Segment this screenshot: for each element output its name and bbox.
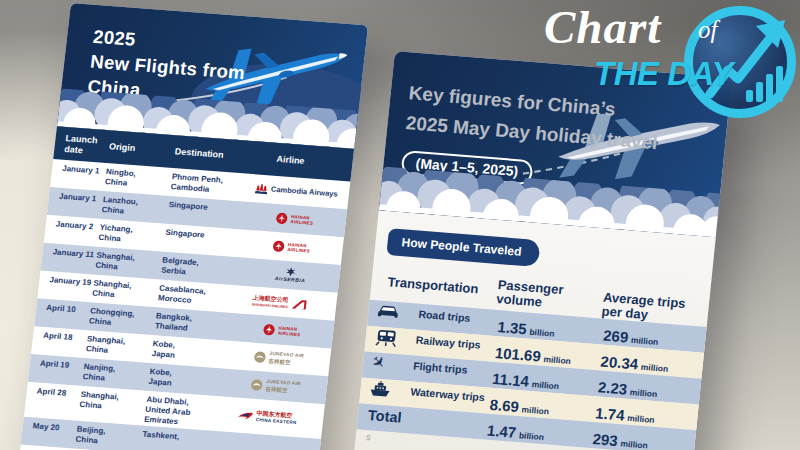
cell-origin: Beijing, China	[75, 421, 144, 450]
flights-table-body: January 1 Ningbo, China Phnom Penh, Camb…	[21, 159, 351, 450]
hainan-airlines-icon	[272, 240, 285, 253]
train-icon	[373, 328, 399, 347]
col-destination: Destination	[174, 147, 259, 164]
new-flights-header: 2025 New Flights from China	[57, 3, 368, 149]
airline-name: HAINAN AIRLINES	[277, 325, 301, 337]
cell-date: April 10	[44, 299, 91, 330]
new-flights-card: 2025 New Flights from China Launch date …	[1, 3, 368, 450]
cell-origin: Shanghai, China	[78, 386, 148, 426]
shanghai-airlines-icon	[291, 297, 308, 310]
col-passenger-volume: Passenger volume	[496, 278, 564, 311]
cell-date: January 1	[57, 188, 104, 219]
airline-subname: 吉祥航空	[268, 357, 291, 366]
stage: 2025 New Flights from China Launch date …	[0, 0, 800, 450]
may-day-body: How People Traveled Transportation Passe…	[342, 210, 715, 450]
row-label: Railway trips	[415, 334, 481, 351]
cell-date: January 11	[50, 243, 97, 274]
plane-icon: ✈	[368, 352, 389, 373]
hainan-airlines-icon	[275, 212, 288, 225]
cambodia-airways-icon	[254, 182, 268, 195]
juneyao-air-icon	[253, 351, 266, 364]
cell-date: April 18	[41, 327, 88, 358]
col-launch-date: Launch date	[64, 133, 110, 157]
airline-subname: 吉祥航空	[265, 385, 288, 394]
total-label: Total	[367, 407, 402, 426]
ship-icon	[368, 380, 393, 399]
logo-of-word: of	[698, 16, 717, 44]
logo-chart-word: Chart	[544, 0, 661, 54]
passenger-volume-value: 1.47billion	[486, 422, 545, 445]
row-label: Road trips	[418, 308, 471, 324]
cell-date: January 19	[47, 271, 94, 302]
section-badge: How People Traveled	[386, 228, 540, 267]
average-trips-value: 293million	[592, 430, 649, 450]
airline-name: HAINAN AIRLINES	[290, 214, 314, 226]
cell-date: April 28	[34, 383, 82, 421]
col-airline: Airline	[258, 153, 353, 170]
cell-date: January 1	[60, 160, 107, 191]
source-hint: S	[365, 434, 370, 441]
airline-name: AirSERBIA	[275, 275, 306, 284]
car-icon	[376, 302, 401, 320]
row-label: Waterway trips	[410, 385, 485, 403]
logo-the-day-word: THE DAY	[594, 55, 733, 93]
chart-of-the-day-logo: Chart of THE DAY	[538, 0, 800, 132]
airline-name: HAINAN AIRLINES	[287, 242, 311, 254]
cell-date: May 20	[31, 417, 78, 448]
cell-date: January 2	[54, 216, 101, 247]
juneyao-air-icon	[250, 379, 263, 392]
col-transportation: Transportation	[387, 275, 479, 296]
hainan-airlines-icon	[262, 323, 275, 336]
col-origin: Origin	[108, 142, 175, 157]
cell-date: April 19	[38, 355, 85, 386]
travel-table: Road trips 1.35billion 269million Railwa…	[357, 300, 707, 450]
airline-name: Cambodia Airways	[270, 185, 338, 200]
china-eastern-icon	[237, 409, 254, 422]
row-label: Flight trips	[413, 360, 468, 376]
